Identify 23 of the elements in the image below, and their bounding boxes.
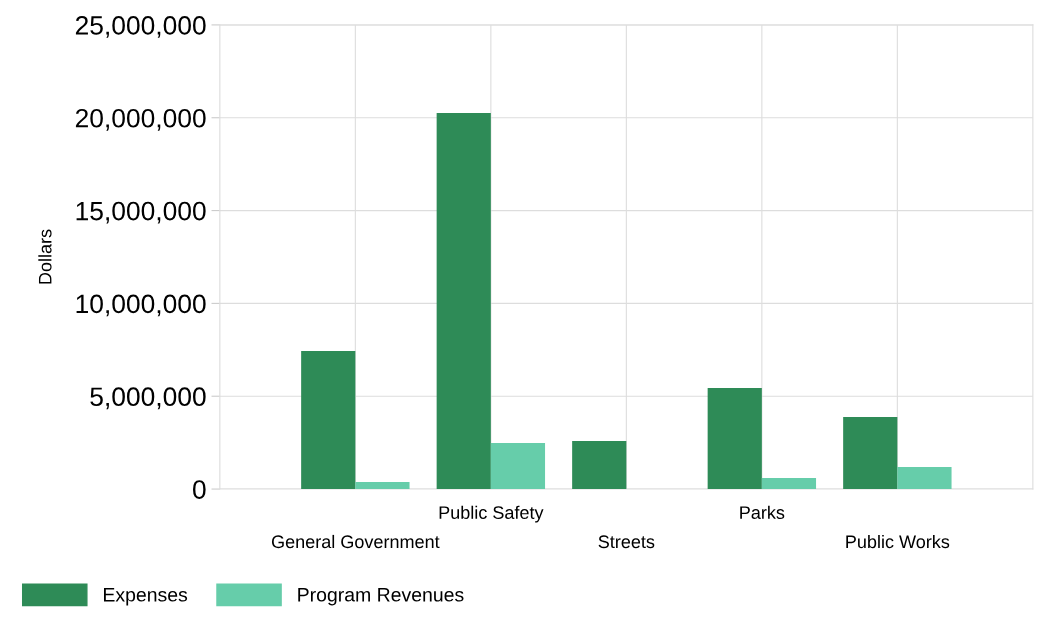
x-tick-label: Streets xyxy=(598,535,655,549)
bar xyxy=(490,443,546,490)
legend-label: Expenses xyxy=(104,588,188,606)
bar xyxy=(572,440,627,490)
x-tick-label: General Government xyxy=(271,534,440,549)
y-tick-label: 5,000,000 xyxy=(90,387,206,410)
bar xyxy=(436,112,491,490)
bar xyxy=(355,482,410,490)
x-tick-label: Parks xyxy=(740,505,785,519)
bar xyxy=(843,417,898,490)
legend-label: Program Revenues xyxy=(298,588,464,606)
bar xyxy=(897,466,952,490)
bar xyxy=(707,388,762,490)
y-tick-label: 15,000,000 xyxy=(76,201,206,224)
x-tick-label: Public Safety xyxy=(439,505,544,523)
bar xyxy=(301,350,356,490)
y-tick-label: 0 xyxy=(193,480,206,499)
y-tick-label: 10,000,000 xyxy=(76,294,206,317)
y-tick-label: 20,000,000 xyxy=(75,108,206,131)
bar xyxy=(761,478,817,490)
x-tick-label: Public Works xyxy=(846,534,950,549)
y-tick-label: 25,000,000 xyxy=(75,16,206,38)
y-axis-title: Dollars xyxy=(38,229,52,284)
